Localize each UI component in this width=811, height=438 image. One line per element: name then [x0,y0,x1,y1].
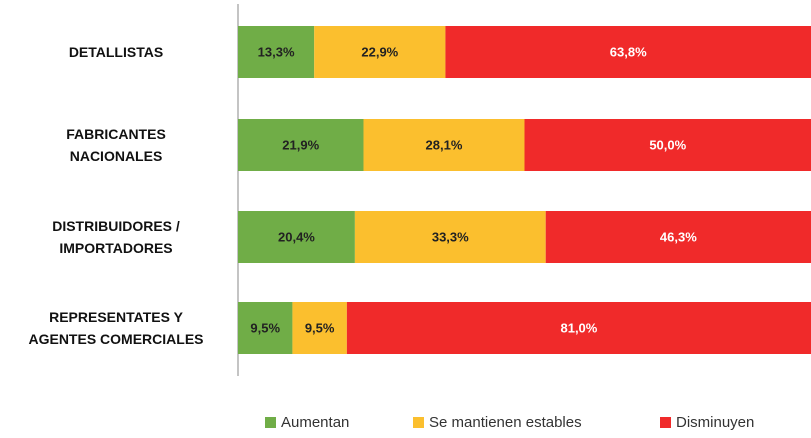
bar-segment [238,302,293,354]
value-label: 63,8% [610,44,647,59]
value-label: 50,0% [649,137,686,152]
bar-segment [292,302,347,354]
category-label: DETALLISTAS [68,44,164,60]
category-label: DISTRIBUIDORES / IMPORTADORES [52,218,180,256]
bar-segment [445,26,811,78]
bar-segment [363,119,525,171]
value-label: 13,3% [258,44,295,59]
bar-segment [545,211,811,263]
bar-segment [524,119,811,171]
value-label: 28,1% [426,137,463,152]
legend-swatch [265,417,276,428]
legend-label: Disminuyen [676,414,754,431]
value-label: 9,5% [250,320,280,335]
value-label: 46,3% [660,229,697,244]
category-label: FABRICANTES NACIONALES [66,126,166,164]
value-label: 20,4% [278,229,315,244]
legend-label: Aumentan [281,414,349,431]
bar-segment [346,302,811,354]
value-label: 21,9% [282,137,319,152]
value-label: 81,0% [560,320,597,335]
bar-segment [238,119,364,171]
value-label: 9,5% [305,320,335,335]
value-label: 33,3% [432,229,469,244]
bar-segment [314,26,446,78]
legend-swatch [660,417,671,428]
legend-swatch [413,417,424,428]
bar-segment [238,211,355,263]
bar-segment [354,211,546,263]
value-label: 22,9% [361,44,398,59]
category-label: REPRESENTATES Y AGENTES COMERCIALES [28,309,204,347]
bar-segment [238,26,315,78]
legend-label: Se mantienen estables [429,414,582,431]
